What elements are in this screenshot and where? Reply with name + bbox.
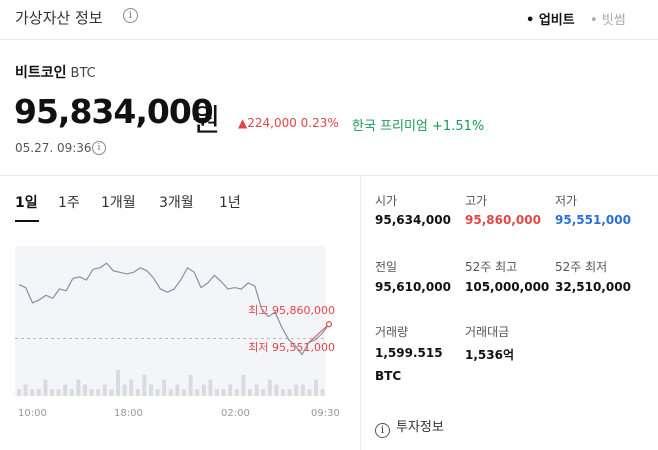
volume-bar [261,389,265,396]
week52-high-value: 105,000,000 [465,280,549,294]
open-label: 시가 [375,192,397,209]
current-price: 95,834,000 [14,92,213,131]
volume-bar [301,384,305,396]
volume-bar [90,389,94,396]
price-chart[interactable]: 최고 95,860,000 최저 95,551,000 [15,246,339,396]
week52-low-value: 32,510,000 [555,280,631,294]
volume-bar [175,384,179,396]
x-tick-label: 09:30 [311,408,340,419]
volume-bar [57,389,61,396]
volume-bar [288,389,292,396]
info-icon[interactable]: i [123,8,138,23]
week52-low-label: 52주 최저 [555,258,607,275]
volume-bar [70,389,74,396]
x-tick-label: 10:00 [18,408,47,419]
volume-value: 1,599.515 [375,346,443,360]
volume-bar [215,389,219,396]
volume-bar [241,375,245,396]
volume-bar [321,389,325,396]
volume-bar [208,380,212,396]
volume-bar [222,389,226,396]
volume-bar [96,389,100,396]
coin-symbol: BTC [71,66,96,81]
volume-bar [136,389,140,396]
volume-bar [142,375,146,396]
turnover-label: 거래대금 [465,323,509,340]
volume-bar [63,384,67,396]
info-icon: i [375,423,390,438]
volume-bar [149,384,153,396]
tab-3month[interactable]: 3개월 [159,192,194,212]
volume-bar [189,375,193,396]
volume-bar [43,380,47,396]
volume-bar [228,384,232,396]
volume-bar [281,389,285,396]
volume-bar [109,389,113,396]
chart-low-label: 최저 95,551,000 [248,341,335,354]
chart-svg: 최고 95,860,000 최저 95,551,000 [15,246,339,396]
chart-high-label: 최고 95,860,000 [248,304,335,317]
page-title: 가상자산 정보 [15,7,103,28]
volume-bar [37,389,41,396]
exchange-tab-bithumb[interactable]: • 빗썸 [590,9,626,28]
active-tab-underline [15,220,39,222]
volume-bar [202,384,206,396]
timestamp: 05.27. 09:36 [15,141,92,155]
prev-close-value: 95,610,000 [375,280,451,294]
volume-bar [129,380,133,396]
volume-bar [162,380,166,396]
volume-bar [294,384,298,396]
low-value: 95,551,000 [555,213,631,227]
high-value: 95,860,000 [465,213,541,227]
volume-bar [30,389,34,396]
x-tick-label: 18:00 [114,408,143,419]
low-label: 저가 [555,192,577,209]
volume-bar [156,389,160,396]
volume-bar [83,384,87,396]
volume-unit: BTC [375,369,401,383]
divider [0,175,658,176]
volume-bar [24,384,28,396]
divider [360,176,361,450]
volume-bar [182,389,186,396]
volume-bar [307,389,311,396]
volume-bar [268,380,272,396]
volume-label: 거래량 [375,323,408,340]
tab-1month[interactable]: 1개월 [101,192,136,212]
high-marker [309,324,329,342]
tab-1day[interactable]: 1일 [15,192,38,212]
tab-1year[interactable]: 1년 [219,192,241,212]
exchange-tab-upbit[interactable]: • 업비트 [526,9,575,28]
timestamp-info-icon[interactable]: i [92,141,106,155]
price-unit: 원 [192,95,221,140]
last-price-dot [327,322,332,327]
coin-name: 비트코인 BTC [15,62,96,82]
invest-info-label: 투자정보 [396,420,444,435]
volume-bar [76,380,80,396]
volume-bar [116,370,120,396]
volume-bar [50,389,54,396]
tab-1week[interactable]: 1주 [58,192,80,212]
volume-bar [103,384,107,396]
volume-bar [314,380,318,396]
week52-high-label: 52주 최고 [465,258,517,275]
x-tick-label: 02:00 [221,408,250,419]
price-change: ▲224,000 0.23% [238,116,339,130]
korea-premium: 한국 프리미엄 +1.51% [352,115,484,134]
invest-info-link[interactable]: i 투자정보 [375,416,444,438]
volume-bar [274,384,278,396]
volume-bar [169,389,173,396]
prev-close-label: 전일 [375,258,397,275]
turnover-value: 1,536억 [465,346,514,363]
open-value: 95,634,000 [375,213,451,227]
volume-bar [17,389,21,396]
volume-bar [248,389,252,396]
volume-bar [255,384,259,396]
high-label: 고가 [465,192,487,209]
volume-bar [123,384,127,396]
coin-name-label: 비트코인 [15,65,67,81]
volume-bar [235,389,239,396]
volume-bar [195,389,199,396]
header: 가상자산 정보 i • 업비트 • 빗썸 [0,0,658,40]
